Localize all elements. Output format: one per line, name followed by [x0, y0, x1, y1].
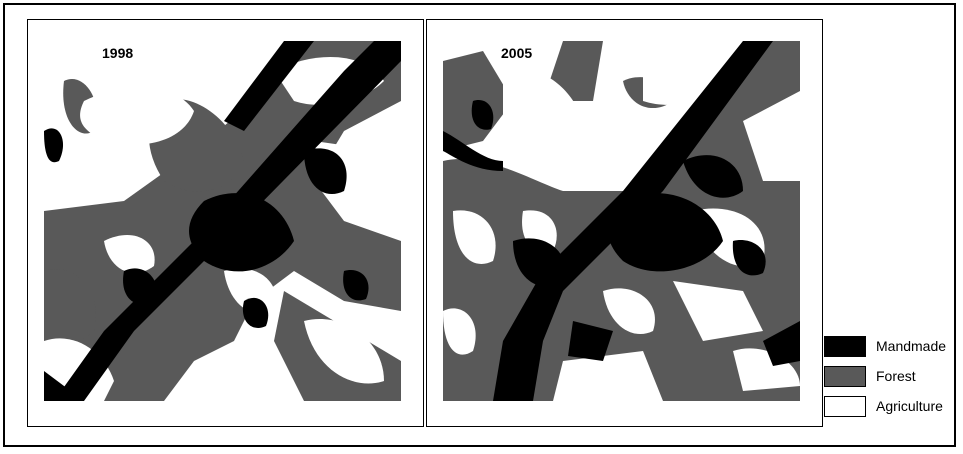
legend-label: Forest: [876, 368, 916, 384]
legend-item-agriculture: Agriculture: [824, 396, 960, 418]
land-cover-raster-2005: [443, 41, 800, 401]
legend-label: Agriculture: [876, 398, 943, 414]
land-cover-map-1998: 1998: [44, 41, 401, 401]
legend-item-forest: Forest: [824, 366, 960, 388]
map-year-label: 2005: [501, 45, 533, 61]
legend-swatch: [824, 336, 866, 357]
map-panel-1998: 1998: [27, 19, 424, 427]
legend-item-mandmade: Mandmade: [824, 336, 960, 358]
land-cover-raster-1998: [44, 41, 401, 401]
map-year-label: 1998: [102, 45, 134, 61]
figure-frame: 1998: [3, 3, 956, 447]
legend-swatch: [824, 396, 866, 417]
map-panel-2005: 2005: [426, 19, 823, 427]
land-cover-map-2005: 2005: [443, 41, 800, 401]
legend: Mandmade Forest Agriculture: [824, 336, 960, 426]
legend-swatch: [824, 366, 866, 387]
legend-label: Mandmade: [876, 338, 947, 354]
